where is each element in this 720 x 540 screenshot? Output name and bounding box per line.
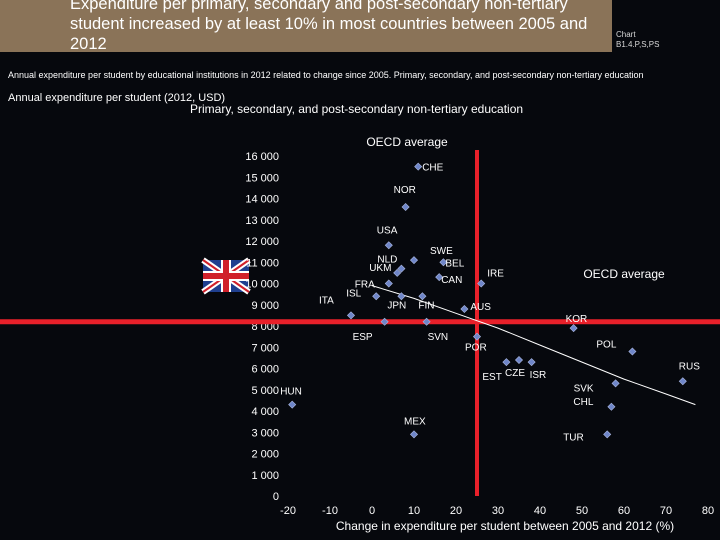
chart-title: Expenditure per primary, secondary and p… [70, 0, 588, 53]
data-point-isl [372, 292, 381, 301]
series-title: Primary, secondary, and post-secondary n… [190, 102, 524, 116]
point-label-por: POR [465, 343, 487, 354]
point-label-svk: SVK [574, 383, 594, 394]
data-point-ire [477, 279, 486, 288]
point-label-fin: FIN [418, 300, 434, 311]
data-point-swe [409, 256, 419, 265]
data-point-bel [439, 258, 448, 267]
x-tick-label: 60 [618, 505, 630, 517]
point-label-chl: CHL [573, 397, 593, 408]
y-tick-label: 1 000 [251, 470, 279, 482]
data-point-isr [527, 358, 536, 367]
data-point-nld [397, 264, 406, 273]
chart-number: B1.4.P,S,PS [616, 40, 660, 49]
trend-line [371, 285, 696, 406]
chart-label: Chart [616, 30, 636, 39]
data-point-rus [678, 377, 687, 386]
point-label-isr: ISR [530, 370, 547, 381]
data-point-por [472, 332, 482, 341]
data-point-pol [628, 347, 637, 356]
point-label-can: CAN [441, 275, 462, 286]
y-tick-label: 14 000 [245, 194, 279, 206]
point-label-nor: NOR [394, 185, 416, 196]
x-tick-label: 50 [576, 505, 588, 517]
title-banner: Expenditure per primary, secondary and p… [0, 0, 612, 53]
y-tick-label: 10 000 [245, 279, 279, 291]
y-tick-label: 9 000 [251, 300, 279, 312]
data-point-svk [611, 379, 620, 388]
data-point-chl [607, 402, 616, 411]
y-tick-label: 3 000 [251, 427, 279, 439]
data-point-fin [418, 292, 427, 301]
x-tick-label: 70 [660, 505, 672, 517]
y-tick-label: 2 000 [251, 449, 279, 461]
data-point-nor [401, 202, 410, 212]
data-point-mex [409, 430, 419, 439]
point-label-mex: MEX [404, 416, 426, 427]
data-point-cze [514, 355, 524, 365]
data-point-esp [380, 317, 389, 326]
point-label-kor: KOR [566, 314, 588, 325]
x-tick-label: -10 [322, 505, 338, 517]
point-label-esp: ESP [353, 332, 373, 343]
chart-subtitle: Annual expenditure per student by educat… [8, 70, 644, 80]
data-point-fra [384, 279, 393, 288]
y-tick-label: 15 000 [245, 172, 279, 184]
y-tick-label: 0 [273, 491, 279, 503]
data-point-svn [422, 317, 431, 326]
data-point-aus [460, 304, 469, 314]
data-point-est [502, 358, 511, 367]
y-tick-label: 4 000 [251, 406, 279, 418]
data-point-jpn [397, 292, 406, 301]
data-point-kor [569, 324, 578, 333]
y-tick-label: 12 000 [245, 236, 279, 248]
point-label-cze: CZE [505, 368, 525, 379]
y-tick-label: 11 000 [246, 257, 279, 269]
point-label-isl: ISL [346, 288, 361, 299]
point-label-pol: POL [596, 340, 616, 351]
data-point-che [414, 162, 423, 171]
point-label-aus: AUS [470, 302, 491, 313]
point-label-fra: FRA [355, 280, 375, 291]
x-tick-label: 10 [408, 505, 420, 517]
point-label-tur: TUR [563, 432, 584, 443]
point-label-est: EST [482, 372, 501, 383]
point-label-rus: RUS [679, 361, 700, 372]
data-point-hun [288, 400, 297, 409]
point-label-swe: SWE [430, 246, 453, 257]
point-label-hun: HUN [280, 387, 302, 398]
data-point-usa [384, 241, 393, 250]
x-tick-label: -20 [280, 505, 296, 517]
data-point-can [435, 273, 444, 282]
uk-flag-icon [201, 257, 251, 295]
x-axis-label: Change in expenditure per student betwee… [336, 519, 674, 533]
point-label-jpn: JPN [387, 300, 406, 311]
y-axis-label: Annual expenditure per student (2012, US… [8, 92, 226, 104]
y-tick-label: 13 000 [245, 215, 279, 227]
data-point-ukm [393, 268, 402, 277]
point-label-ukm: UKM [369, 263, 391, 274]
data-point-tur [603, 430, 612, 439]
point-label-nld: NLD [377, 255, 397, 266]
point-label-ita: ITA [319, 295, 334, 306]
x-tick-label: 0 [369, 505, 375, 517]
point-label-che: CHE [422, 163, 443, 174]
x-tick-label: 40 [534, 505, 546, 517]
point-label-ire: IRE [487, 269, 504, 280]
y-tick-label: 5 000 [251, 385, 279, 397]
y-tick-label: 16 000 [245, 151, 279, 163]
oecd-average-label-horizontal: OECD average [583, 267, 665, 281]
y-tick-label: 7 000 [251, 342, 279, 354]
point-label-svn: SVN [428, 332, 449, 343]
point-label-usa: USA [377, 225, 398, 236]
x-tick-label: 20 [450, 505, 462, 517]
x-tick-label: 30 [492, 505, 504, 517]
oecd-average-label-vertical: OECD average [366, 135, 448, 149]
y-tick-label: 6 000 [251, 364, 279, 376]
data-point-ita [346, 311, 356, 320]
x-tick-label: 80 [702, 505, 714, 517]
point-label-bel: BEL [445, 258, 464, 269]
